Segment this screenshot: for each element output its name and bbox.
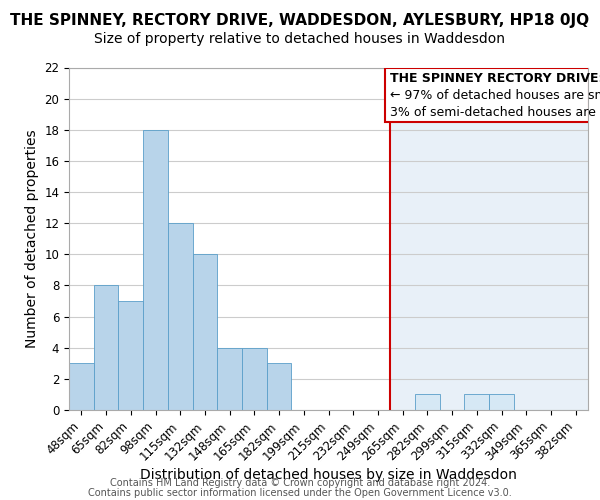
Bar: [217, 348, 242, 410]
Bar: [69, 364, 94, 410]
Text: THE SPINNEY, RECTORY DRIVE, WADDESDON, AYLESBURY, HP18 0JQ: THE SPINNEY, RECTORY DRIVE, WADDESDON, A…: [10, 12, 590, 28]
Bar: [143, 130, 168, 410]
Bar: [267, 364, 292, 410]
Text: THE SPINNEY RECTORY DRIVE: 269sqm: THE SPINNEY RECTORY DRIVE: 269sqm: [390, 72, 600, 85]
Y-axis label: Number of detached properties: Number of detached properties: [25, 130, 39, 348]
Text: ← 97% of detached houses are smaller (69): ← 97% of detached houses are smaller (69…: [390, 90, 600, 102]
Bar: [464, 394, 489, 410]
Bar: [69, 68, 390, 410]
Bar: [168, 223, 193, 410]
Bar: [118, 301, 143, 410]
Text: Size of property relative to detached houses in Waddesdon: Size of property relative to detached ho…: [95, 32, 505, 46]
Bar: [489, 394, 514, 410]
FancyBboxPatch shape: [385, 68, 589, 122]
Bar: [193, 254, 217, 410]
Bar: [94, 286, 118, 410]
Text: Contains public sector information licensed under the Open Government Licence v3: Contains public sector information licen…: [88, 488, 512, 498]
X-axis label: Distribution of detached houses by size in Waddesdon: Distribution of detached houses by size …: [140, 468, 517, 482]
Bar: [242, 348, 267, 410]
Bar: [415, 394, 440, 410]
Text: Contains HM Land Registry data © Crown copyright and database right 2024.: Contains HM Land Registry data © Crown c…: [110, 478, 490, 488]
Text: 3% of semi-detached houses are larger (2) →: 3% of semi-detached houses are larger (2…: [390, 106, 600, 120]
